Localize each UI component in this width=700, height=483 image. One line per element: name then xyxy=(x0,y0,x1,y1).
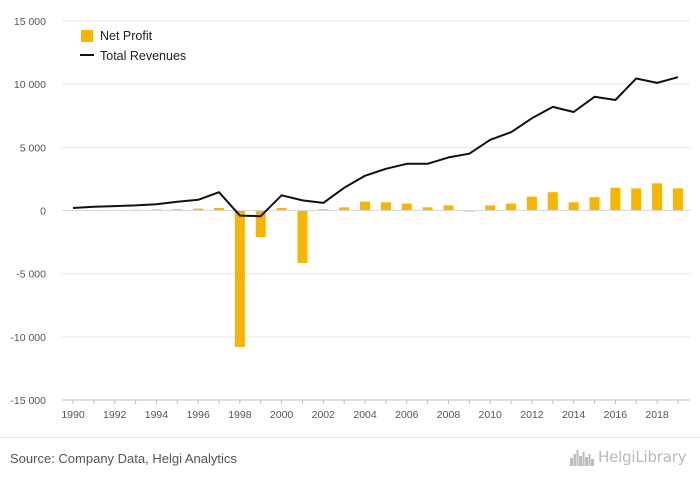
x-tick-label: 2000 xyxy=(270,409,294,421)
x-tick: 1994 xyxy=(145,409,169,421)
net-profit-bar xyxy=(610,187,621,211)
x-tick-label: 2004 xyxy=(353,409,377,421)
net-profit-bar xyxy=(318,209,329,211)
legend-swatch-net-profit xyxy=(81,30,93,42)
net-profit-bar xyxy=(276,207,287,211)
x-tick-label: 2012 xyxy=(520,409,544,421)
net-profit-bar xyxy=(193,208,204,211)
y-tick: -10 000 xyxy=(10,332,46,344)
x-tick-label: 2006 xyxy=(395,409,419,421)
x-tick-label: 1996 xyxy=(186,409,210,421)
net-profit-bar xyxy=(380,202,391,211)
x-tick: 2016 xyxy=(604,409,628,421)
x-tick-label: 2002 xyxy=(312,409,336,421)
net-profit-bar xyxy=(151,209,162,211)
net-profit-bar xyxy=(526,196,537,211)
legend-label-total-revenues: Total Revenues xyxy=(100,49,186,63)
y-tick: 5 000 xyxy=(20,142,46,154)
x-tick: 1990 xyxy=(61,409,85,421)
x-tick: 2012 xyxy=(520,409,544,421)
x-tick: 2006 xyxy=(395,409,419,421)
y-tick-label: -5 000 xyxy=(16,269,46,281)
net-profit-bar xyxy=(443,205,454,211)
x-tick-label: 1990 xyxy=(61,409,85,421)
legend-label-net-profit: Net Profit xyxy=(100,29,153,43)
total-revenues-line-group xyxy=(72,76,679,218)
x-tick-label: 2018 xyxy=(645,409,669,421)
legend: Net Profit Total Revenues xyxy=(80,29,186,63)
net-profit-bar xyxy=(547,192,558,211)
x-tick-label: 1992 xyxy=(103,409,127,421)
x-tick-label: 2008 xyxy=(437,409,461,421)
x-tick: 2014 xyxy=(562,409,586,421)
net-profit-bar xyxy=(172,209,183,211)
source-note: Source: Company Data, Helgi Analytics xyxy=(10,451,237,466)
x-tick: 1998 xyxy=(228,409,252,421)
net-profit-bar xyxy=(297,210,308,263)
net-profit-bar xyxy=(234,210,245,347)
brand-logo[interactable]: HelgiLibrary xyxy=(570,448,687,466)
net-profit-bar xyxy=(485,205,496,211)
y-tick: -5 000 xyxy=(16,269,46,281)
legend-item-total-revenues[interactable]: Total Revenues xyxy=(80,49,186,63)
x-tick: 1992 xyxy=(103,409,127,421)
skyline-logo-icon xyxy=(570,450,594,466)
x-tick-label: 2016 xyxy=(604,409,628,421)
x-tick: 2002 xyxy=(312,409,336,421)
net-profit-bar xyxy=(568,202,579,211)
y-tick: 0 xyxy=(40,206,46,218)
x-tick: 2004 xyxy=(353,409,377,421)
net-profit-bar xyxy=(672,188,683,211)
net-profit-bars xyxy=(68,183,683,347)
net-profit-bar xyxy=(422,207,433,211)
y-tick-label: 0 xyxy=(40,206,46,218)
x-tick-label: 2010 xyxy=(479,409,503,421)
x-axis: 1990 1992 1994 1996 1998 2000 2002 2004 2006 2008… xyxy=(61,399,690,421)
x-tick: 1996 xyxy=(186,409,210,421)
net-profit-bar xyxy=(255,210,266,238)
x-tick-label: 1994 xyxy=(145,409,169,421)
x-tick-label: 2014 xyxy=(562,409,586,421)
y-tick-label: -15 000 xyxy=(10,395,46,407)
x-tick: 2008 xyxy=(437,409,461,421)
x-tick: 2000 xyxy=(270,409,294,421)
net-profit-bar xyxy=(401,203,412,211)
x-tick-label: 1998 xyxy=(228,409,252,421)
footer-divider xyxy=(0,437,700,438)
net-profit-bar xyxy=(506,203,517,211)
net-profit-bar xyxy=(360,201,371,211)
net-profit-bar xyxy=(464,210,475,212)
y-tick-label: 5 000 xyxy=(20,142,46,154)
net-profit-bar xyxy=(652,183,663,211)
x-tick: 2018 xyxy=(645,409,669,421)
y-tick-label: -10 000 xyxy=(10,332,46,344)
y-tick: -15 000 xyxy=(10,395,46,407)
net-profit-bar xyxy=(339,207,350,211)
net-profit-bar xyxy=(631,188,642,211)
y-tick-label: 10 000 xyxy=(14,79,46,91)
total-revenues-line xyxy=(72,76,679,218)
combo-chart: 15 000 10 000 5 000 0 -5 000 -10 000 -15 000 1… xyxy=(10,16,690,421)
net-profit-bar xyxy=(589,197,600,211)
y-tick: 10 000 xyxy=(14,79,46,91)
net-profit-bar xyxy=(214,207,225,211)
x-tick: 2010 xyxy=(479,409,503,421)
brand-name: HelgiLibrary xyxy=(598,448,687,466)
y-tick: 15 000 xyxy=(14,16,46,28)
legend-item-net-profit[interactable]: Net Profit xyxy=(81,29,153,43)
y-tick-label: 15 000 xyxy=(14,16,46,28)
y-axis: 15 000 10 000 5 000 0 -5 000 -10 000 -15 000 xyxy=(10,16,46,407)
